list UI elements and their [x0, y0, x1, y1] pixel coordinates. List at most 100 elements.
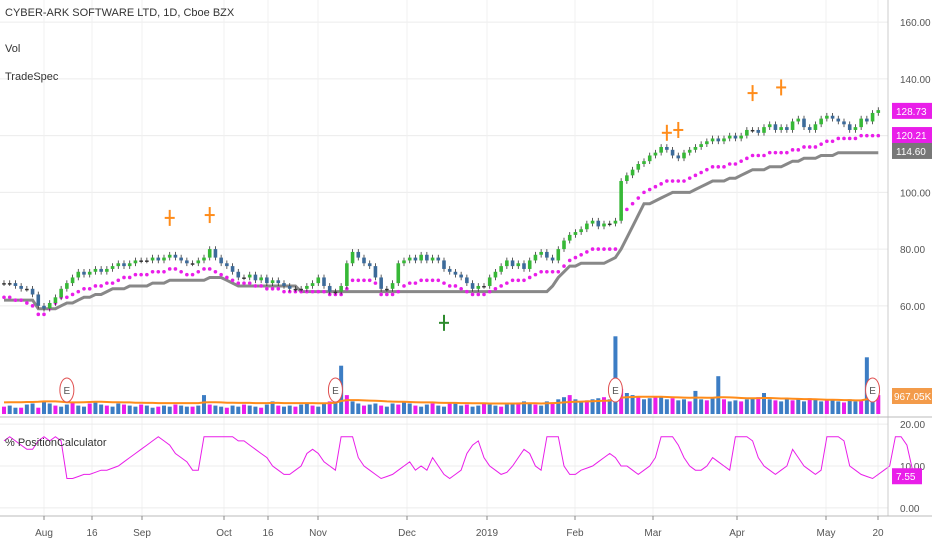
magenta-stop-dot	[13, 298, 18, 302]
magenta-stop-dot	[807, 145, 812, 149]
volume-bar	[390, 403, 395, 414]
magenta-stop-dot	[247, 281, 252, 285]
magenta-stop-dot	[682, 179, 686, 183]
earnings-marker	[59, 377, 75, 403]
candle-body	[213, 249, 218, 258]
volume-bar	[584, 400, 589, 414]
candle-body	[779, 127, 783, 130]
magenta-stop-dot	[213, 269, 218, 274]
magenta-stop-dot	[236, 281, 241, 285]
candle-body	[876, 110, 881, 113]
volume-bar	[647, 398, 652, 414]
candle-body	[396, 263, 401, 284]
magenta-stop-dot	[70, 292, 75, 297]
volume-bar	[13, 407, 18, 414]
candle-body	[642, 161, 646, 164]
volume-badge	[892, 388, 932, 404]
price-badge-text: 128.73	[896, 107, 927, 118]
candle-body	[402, 260, 406, 264]
volume-bar	[624, 393, 629, 414]
volume-bar	[127, 405, 132, 414]
candle-body	[133, 260, 138, 264]
volume-bar	[836, 401, 841, 414]
magenta-stop-dot	[636, 196, 641, 200]
volume-bar	[419, 406, 424, 414]
magenta-stop-dot	[613, 247, 618, 251]
candle-body	[425, 254, 429, 261]
volume-ma-line	[3, 395, 879, 405]
magenta-stop-dot	[482, 292, 486, 297]
magenta-stop-dot	[836, 136, 841, 141]
candle-body	[322, 277, 326, 286]
candle-body	[13, 283, 18, 286]
magenta-stop-dot	[510, 278, 515, 283]
magenta-stop-dot	[316, 289, 321, 294]
magenta-stop-dot	[825, 139, 829, 144]
price-tick-label: 100.00	[900, 188, 931, 199]
candle-body	[773, 124, 778, 130]
volume-bar	[99, 404, 104, 414]
volume-bar	[464, 404, 469, 414]
volume-bar	[276, 405, 281, 414]
candle-body	[367, 263, 372, 267]
magenta-stop-dot	[579, 252, 583, 257]
candle-body	[236, 271, 241, 278]
magenta-stop-dot	[413, 281, 418, 285]
magenta-stop-dot	[562, 264, 566, 268]
magenta-stop-dot	[516, 278, 521, 283]
candle-body	[110, 266, 115, 269]
pc-tick-label: 10.00	[900, 462, 925, 473]
magenta-stop-dot	[270, 287, 275, 291]
cross-marker	[747, 85, 758, 102]
candle-body	[373, 266, 378, 278]
magenta-stop-dot	[602, 247, 606, 251]
candle-body	[350, 251, 355, 264]
volume-bar	[247, 405, 252, 414]
cross-marker	[439, 314, 449, 331]
magenta-stop-dot	[207, 267, 212, 271]
candle-body	[299, 288, 303, 291]
candle-body	[830, 115, 835, 119]
volume-bar	[762, 393, 766, 414]
candle-body	[87, 271, 92, 275]
candle-body	[722, 138, 726, 142]
price-tick-label: 60.00	[900, 302, 925, 313]
magenta-stop-dot	[122, 275, 126, 280]
candle-body	[516, 263, 521, 267]
volume-bar	[430, 403, 435, 414]
volume-bar	[824, 400, 829, 414]
price-badge	[892, 127, 932, 144]
magenta-stop-dot	[590, 247, 595, 251]
candle-body	[270, 280, 275, 284]
magenta-stop-dot	[842, 136, 846, 141]
volume-bar	[373, 403, 378, 414]
candle-body	[362, 257, 366, 264]
candle-body	[705, 141, 709, 145]
volume-bar	[470, 406, 475, 414]
volume-bar	[316, 406, 321, 414]
volume-bar	[344, 395, 349, 414]
x-tick-label: Nov	[309, 528, 327, 539]
candle-body	[465, 277, 469, 284]
volume-bar	[36, 407, 41, 414]
magenta-stop-dot	[379, 292, 383, 297]
volume-bar	[504, 404, 509, 414]
magenta-stop-dot	[185, 272, 189, 277]
candle-body	[93, 268, 98, 272]
gray-stop-line	[4, 151, 879, 311]
earnings-marker-label: E	[869, 386, 876, 397]
candle-body	[687, 149, 692, 153]
volume-bar	[802, 401, 806, 414]
volume-bar	[24, 404, 29, 414]
magenta-stop-dot	[762, 153, 766, 158]
magenta-stop-dot	[259, 284, 263, 288]
volume-bar	[116, 403, 121, 414]
magenta-stop-dot	[196, 269, 201, 274]
x-tick-label: Mar	[644, 528, 662, 539]
candle-body	[716, 138, 721, 142]
magenta-stop-dot	[653, 184, 658, 189]
candle-body	[253, 274, 258, 281]
magenta-stop-dot	[173, 267, 178, 271]
candle-body	[259, 277, 263, 281]
